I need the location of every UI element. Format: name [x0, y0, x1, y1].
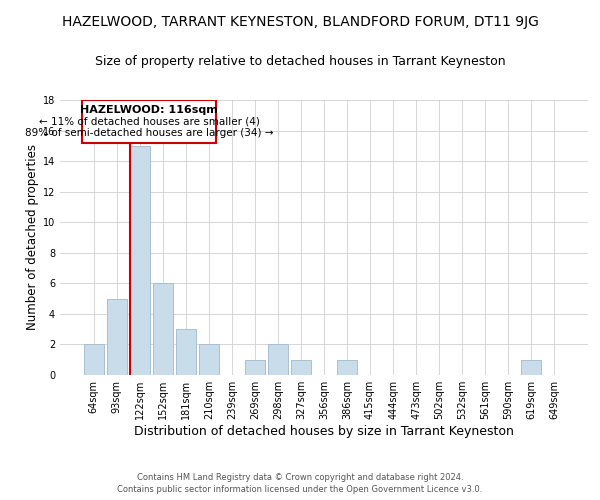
- Bar: [199, 344, 218, 375]
- Bar: [245, 360, 265, 375]
- FancyBboxPatch shape: [82, 100, 216, 143]
- Text: Contains public sector information licensed under the Open Government Licence v3: Contains public sector information licen…: [118, 485, 482, 494]
- Bar: [107, 298, 127, 375]
- Text: Size of property relative to detached houses in Tarrant Keyneston: Size of property relative to detached ho…: [95, 55, 505, 68]
- Bar: [153, 284, 173, 375]
- Bar: [176, 329, 196, 375]
- Bar: [268, 344, 288, 375]
- Bar: [84, 344, 104, 375]
- Text: Contains HM Land Registry data © Crown copyright and database right 2024.: Contains HM Land Registry data © Crown c…: [137, 472, 463, 482]
- Text: 89% of semi-detached houses are larger (34) →: 89% of semi-detached houses are larger (…: [25, 128, 273, 138]
- Bar: [521, 360, 541, 375]
- Bar: [291, 360, 311, 375]
- Text: HAZELWOOD: 116sqm: HAZELWOOD: 116sqm: [80, 106, 218, 116]
- Text: HAZELWOOD, TARRANT KEYNESTON, BLANDFORD FORUM, DT11 9JG: HAZELWOOD, TARRANT KEYNESTON, BLANDFORD …: [62, 15, 538, 29]
- Bar: [337, 360, 357, 375]
- X-axis label: Distribution of detached houses by size in Tarrant Keyneston: Distribution of detached houses by size …: [134, 425, 514, 438]
- Y-axis label: Number of detached properties: Number of detached properties: [26, 144, 38, 330]
- Text: ← 11% of detached houses are smaller (4): ← 11% of detached houses are smaller (4): [38, 117, 259, 127]
- Bar: [130, 146, 149, 375]
